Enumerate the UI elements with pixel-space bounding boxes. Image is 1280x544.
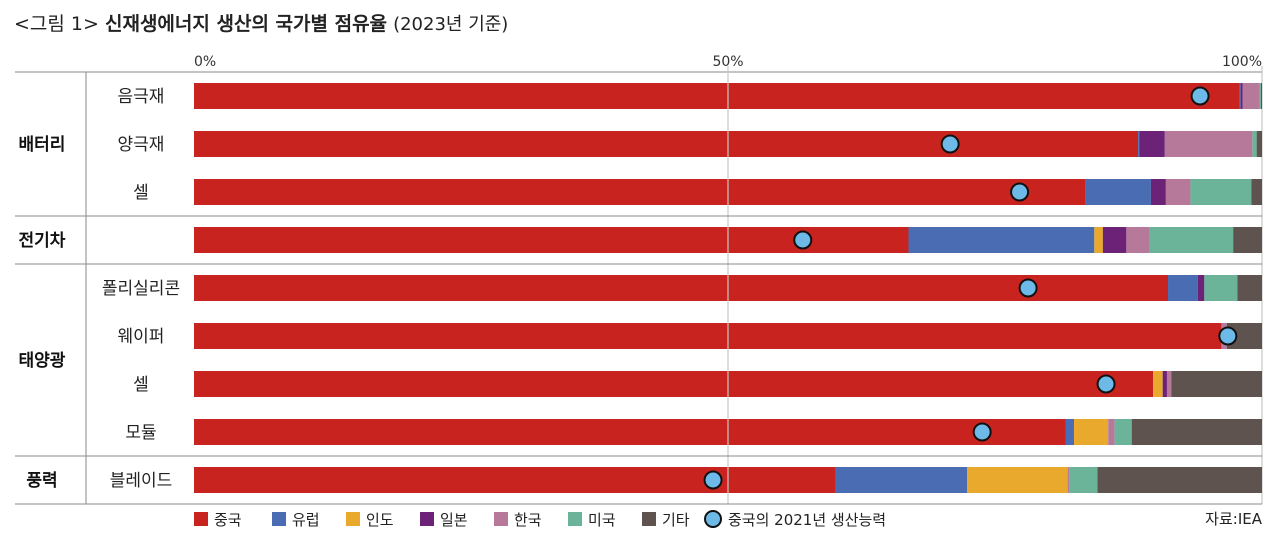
legend-label: 유럽 (292, 511, 320, 529)
marker-china-2021 (972, 422, 992, 442)
marker-china-2021 (1018, 278, 1038, 298)
bar-segment-기타 (1171, 371, 1262, 397)
legend-label: 인도 (366, 511, 394, 529)
bar-segment-일본 (1197, 275, 1205, 301)
bar-segment-한국 (1126, 227, 1150, 253)
bar-segment-미국 (1259, 83, 1261, 109)
bar-segment-유럽 (1085, 179, 1151, 205)
bar-segment-일본 (1102, 227, 1127, 253)
row-label: 셀 (133, 375, 149, 395)
legend-swatch-유럽 (272, 512, 286, 526)
bar-segment-미국 (1252, 131, 1257, 157)
bar-segment-중국 (194, 323, 1222, 349)
row-label: 폴리실리콘 (102, 279, 180, 299)
bar-segment-미국 (1190, 179, 1252, 205)
bar-segment-기타 (1237, 275, 1262, 301)
x-tick-label: 0% (194, 54, 216, 70)
bar-segment-중국 (194, 179, 1086, 205)
bar-segment-미국 (1149, 227, 1234, 253)
chart-title: <그림 1> 신재생에너지 생산의 국가별 점유율 (2023년 기준) (14, 9, 508, 36)
legend-swatch-일본 (420, 512, 434, 526)
bar-segment-기타 (1260, 83, 1262, 109)
bar-segment-기타 (1097, 467, 1262, 493)
title-prefix: <그림 1> (14, 13, 99, 35)
bar-segment-중국 (194, 467, 836, 493)
marker-china-2021 (940, 134, 960, 154)
legend-swatch-기타 (642, 512, 656, 526)
bar-segment-중국 (194, 371, 1154, 397)
bar-segment-중국 (194, 275, 1169, 301)
row-label: 양극재 (118, 135, 165, 155)
legend-label: 중국 (214, 511, 242, 529)
title-suffix: (2023년 기준) (393, 14, 509, 35)
marker-china-2021 (793, 230, 813, 250)
bar-segment-일본 (1240, 83, 1243, 109)
group-label: 배터리 (19, 135, 66, 155)
legend-label: 미국 (588, 511, 616, 529)
bar-segment-인도 (1094, 227, 1103, 253)
bar-segment-중국 (194, 83, 1240, 109)
bar-segment-인도 (967, 467, 1068, 493)
bar-segment-일본 (1139, 131, 1165, 157)
bar-segment-일본 (1162, 371, 1167, 397)
bar-segment-유럽 (908, 227, 1095, 253)
row-label: 셀 (133, 183, 149, 203)
marker-china-2021 (1096, 374, 1116, 394)
bar-segment-기타 (1256, 131, 1262, 157)
bar-segment-한국 (1242, 83, 1260, 109)
bar-segment-중국 (194, 131, 1139, 157)
bar-segment-유럽 (1239, 83, 1241, 109)
bar-segment-인도 (1074, 419, 1109, 445)
x-tick-label: 100% (1222, 54, 1262, 70)
bar-segment-유럽 (1168, 275, 1198, 301)
bar-segment-한국 (1166, 371, 1172, 397)
group-label: 풍력 (26, 471, 57, 491)
bar-segment-기타 (1131, 419, 1262, 445)
legend-swatch-한국 (494, 512, 508, 526)
bar-segment-중국 (194, 419, 1066, 445)
bar-segment-인도 (1153, 371, 1163, 397)
bar-segment-중국 (194, 227, 909, 253)
source-note: 자료:IEA (1205, 510, 1262, 528)
marker-china-2021 (1190, 86, 1210, 106)
group-label: 전기차 (19, 231, 66, 251)
bar-segment-미국 (1114, 419, 1132, 445)
bar-segment-한국 (1165, 179, 1191, 205)
marker-china-2021 (1218, 326, 1238, 346)
x-tick-label: 50% (712, 54, 743, 70)
legend-label: 기타 (662, 511, 690, 529)
marker-china-2021 (703, 470, 723, 490)
legend-label: 일본 (440, 511, 468, 529)
bar-segment-기타 (1251, 179, 1262, 205)
title-main: 신재생에너지 생산의 국가별 점유율 (104, 13, 388, 35)
bar-segment-유럽 (1138, 131, 1140, 157)
row-label: 웨이퍼 (118, 327, 165, 347)
bar-segment-일본 (1150, 179, 1166, 205)
bar-segment-기타 (1233, 227, 1262, 253)
bar-segment-미국 (1204, 275, 1238, 301)
bar-segment-유럽 (1065, 419, 1075, 445)
legend-label: 한국 (514, 511, 542, 529)
legend-swatch-중국 (194, 512, 208, 526)
group-label: 태양광 (19, 351, 66, 371)
bar-segment-한국 (1067, 467, 1070, 493)
legend-swatch-미국 (568, 512, 582, 526)
bar-segment-한국 (1164, 131, 1253, 157)
row-label: 블레이드 (110, 471, 173, 491)
legend-marker (704, 510, 722, 528)
bar-segment-한국 (1108, 419, 1115, 445)
legend-swatch-인도 (346, 512, 360, 526)
row-label: 모듈 (125, 423, 156, 443)
bar-segment-유럽 (835, 467, 968, 493)
bar-segment-미국 (1069, 467, 1098, 493)
legend-label: 중국의 2021년 생산능력 (728, 511, 886, 529)
marker-china-2021 (1010, 182, 1030, 202)
row-label: 음극재 (118, 87, 165, 107)
